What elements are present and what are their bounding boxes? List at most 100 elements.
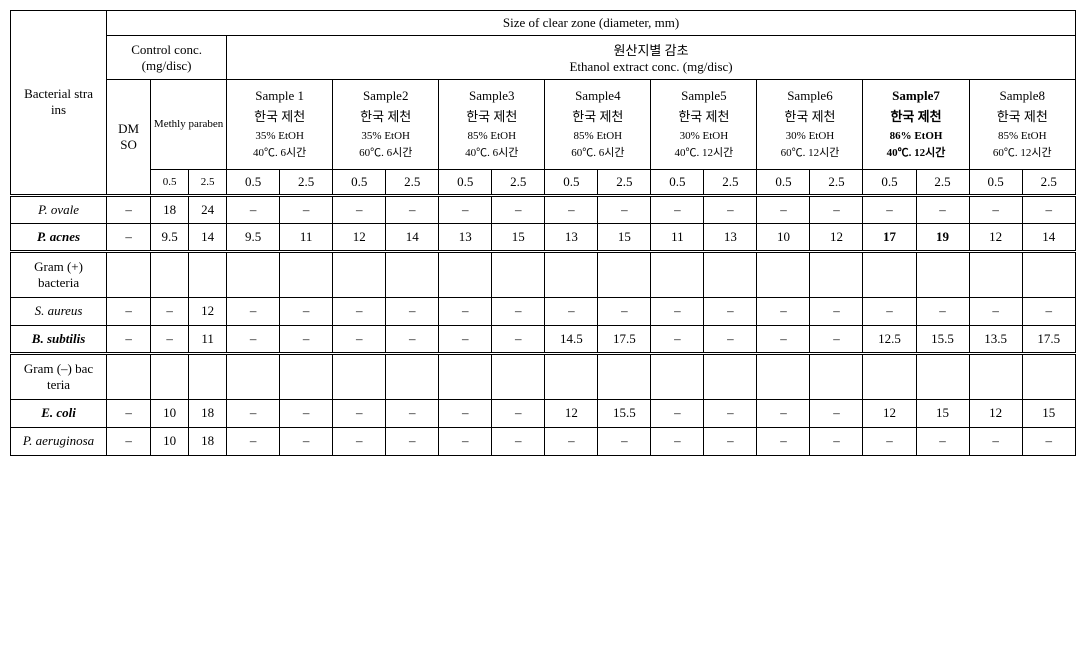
data-cell: –: [492, 297, 545, 325]
empty-cell: [280, 353, 333, 399]
data-cell: –: [492, 399, 545, 427]
data-cell: –: [492, 427, 545, 455]
empty-cell: [969, 251, 1022, 297]
data-cell: –: [916, 427, 969, 455]
conc-05: 0.5: [969, 169, 1022, 195]
mp-cell: –: [151, 297, 189, 325]
empty-cell: [227, 353, 280, 399]
data-cell: 12: [969, 399, 1022, 427]
data-cell: –: [598, 427, 651, 455]
empty-cell: [545, 353, 598, 399]
mp-cell: 10: [151, 427, 189, 455]
data-cell: –: [598, 297, 651, 325]
conc-25: 2.5: [280, 169, 333, 195]
data-cell: –: [439, 325, 492, 353]
data-cell: –: [227, 325, 280, 353]
data-cell: 15.5: [916, 325, 969, 353]
empty-cell: [704, 353, 757, 399]
data-cell: –: [333, 297, 386, 325]
data-cell: –: [969, 427, 1022, 455]
data-cell: –: [598, 195, 651, 223]
mp-cell: –: [151, 325, 189, 353]
empty-cell: [107, 251, 151, 297]
mp-cell: 10: [151, 399, 189, 427]
clear-zone-table: Bacterial stra ins Size of clear zone (d…: [10, 10, 1076, 456]
table-title: Size of clear zone (diameter, mm): [107, 11, 1076, 36]
data-cell: –: [386, 399, 439, 427]
data-cell: –: [863, 195, 916, 223]
data-cell: –: [651, 427, 704, 455]
data-cell: –: [227, 297, 280, 325]
empty-cell: [863, 353, 916, 399]
empty-cell: [492, 251, 545, 297]
data-cell: –: [545, 297, 598, 325]
data-cell: 12: [810, 223, 863, 251]
origin-header: 원산지별 감초 Ethanol extract conc. (mg/disc): [227, 36, 1076, 80]
empty-cell: [189, 251, 227, 297]
data-cell: 12: [333, 223, 386, 251]
conc-25: 2.5: [916, 169, 969, 195]
data-cell: 13: [545, 223, 598, 251]
data-cell: 17.5: [598, 325, 651, 353]
conc-05: 0.5: [651, 169, 704, 195]
sample-header-1: Sample 1한국 제천35% EtOH40℃. 6시간: [227, 80, 333, 170]
empty-cell: [227, 251, 280, 297]
empty-cell: [863, 251, 916, 297]
data-cell: –: [704, 427, 757, 455]
empty-cell: [598, 251, 651, 297]
data-cell: –: [810, 325, 863, 353]
data-cell: –: [492, 195, 545, 223]
data-cell: –: [280, 325, 333, 353]
data-cell: –: [757, 427, 810, 455]
mp-conc-05: 0.5: [151, 169, 189, 195]
strain-label: E. coli: [11, 399, 107, 427]
data-cell: –: [651, 297, 704, 325]
data-cell: 19: [916, 223, 969, 251]
conc-05: 0.5: [757, 169, 810, 195]
data-cell: –: [863, 427, 916, 455]
data-cell: –: [439, 195, 492, 223]
conc-05: 0.5: [333, 169, 386, 195]
empty-cell: [492, 353, 545, 399]
data-cell: –: [545, 195, 598, 223]
data-cell: 15: [492, 223, 545, 251]
data-cell: –: [492, 325, 545, 353]
data-cell: 14: [1022, 223, 1075, 251]
empty-cell: [333, 353, 386, 399]
empty-cell: [151, 353, 189, 399]
data-cell: 15: [1022, 399, 1075, 427]
data-cell: –: [227, 427, 280, 455]
conc-05: 0.5: [439, 169, 492, 195]
data-cell: –: [757, 325, 810, 353]
empty-cell: [545, 251, 598, 297]
data-cell: –: [439, 297, 492, 325]
section-label-row: Gram (+) bacteria: [11, 251, 1076, 297]
conc-05: 0.5: [863, 169, 916, 195]
data-cell: –: [651, 195, 704, 223]
data-cell: –: [1022, 427, 1075, 455]
table-row: P. ovale–1824––––––––––––––––: [11, 195, 1076, 223]
data-cell: –: [916, 297, 969, 325]
mp-cell: 12: [189, 297, 227, 325]
conc-25: 2.5: [704, 169, 757, 195]
data-cell: 12.5: [863, 325, 916, 353]
empty-cell: [107, 353, 151, 399]
data-cell: 12: [969, 223, 1022, 251]
sample-header-7: Sample7한국 제천86% EtOH40℃. 12시간: [863, 80, 969, 170]
sample-header-6: Sample6한국 제천30% EtOH60℃. 12시간: [757, 80, 863, 170]
data-cell: 12: [863, 399, 916, 427]
empty-cell: [189, 353, 227, 399]
mp-cell: 18: [151, 195, 189, 223]
data-cell: –: [333, 325, 386, 353]
dmso-cell: –: [107, 399, 151, 427]
empty-cell: [916, 353, 969, 399]
strain-label: P. acnes: [11, 223, 107, 251]
data-cell: –: [333, 195, 386, 223]
table-row: E. coli–1018––––––1215.5––––12151215: [11, 399, 1076, 427]
sample-header-2: Sample2한국 제천35% EtOH60℃. 6시간: [333, 80, 439, 170]
mp-cell: 9.5: [151, 223, 189, 251]
empty-cell: [386, 353, 439, 399]
sample-header-8: Sample8한국 제천85% EtOH60℃. 12시간: [969, 80, 1075, 170]
table-row: B. subtilis––11––––––14.517.5––––12.515.…: [11, 325, 1076, 353]
data-cell: 13: [704, 223, 757, 251]
